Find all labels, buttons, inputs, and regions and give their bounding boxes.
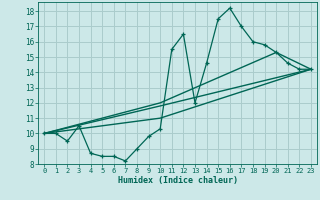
X-axis label: Humidex (Indice chaleur): Humidex (Indice chaleur) [118,176,238,185]
